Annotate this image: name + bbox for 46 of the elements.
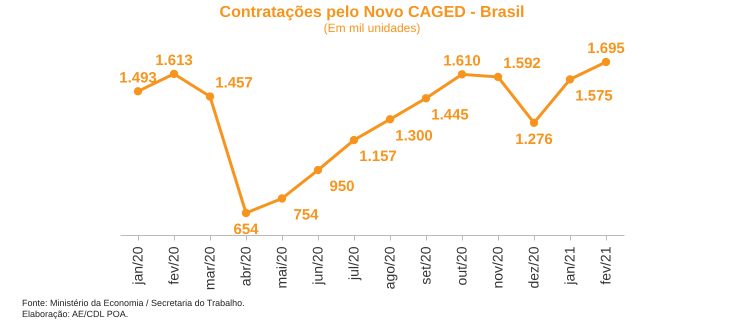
data-label: 1.695 (587, 40, 625, 57)
point (206, 92, 214, 101)
point (278, 194, 286, 203)
x-tick-label: mai/20 (274, 246, 290, 289)
chart-subtitle: (Em mil unidades) (324, 21, 420, 35)
data-label: 754 (293, 206, 320, 224)
text: Elaboração: AE/CDL POA. (22, 309, 130, 320)
data-label: 654 (233, 221, 260, 238)
x-tick-label: mar/20 (202, 246, 218, 290)
data-label: 1.493 (119, 69, 157, 86)
x-tick-label: abr/20 (238, 246, 254, 286)
data-label: 1.575 (575, 87, 613, 104)
x-tick-label: out/20 (454, 246, 470, 286)
data-label: 1.592 (503, 54, 541, 72)
data-label: 1.445 (431, 106, 469, 124)
point (602, 58, 610, 66)
chart-title: Contratações pelo Novo CAGED - Brasil (220, 4, 524, 21)
data-label: 1.613 (155, 52, 193, 69)
data-label: 1.610 (443, 52, 481, 70)
point (242, 208, 250, 218)
point (494, 72, 502, 82)
point (314, 166, 322, 174)
point (350, 136, 358, 144)
x-tick-label: nov/20 (490, 246, 506, 289)
point (458, 70, 466, 79)
data-label: 1.276 (515, 130, 553, 148)
x-tick-label: jun/20 (310, 246, 326, 286)
point (530, 118, 538, 127)
point (422, 94, 430, 102)
x-tick-label: ago/20 (382, 246, 398, 290)
point (566, 75, 574, 84)
x-tick-label: set/20 (418, 246, 434, 285)
x-tick-label: fev/21 (598, 246, 614, 285)
data-label: 1.457 (215, 74, 253, 92)
data-label: 1.300 (395, 127, 433, 144)
source-note: Fonte: Ministério da Economia / Secretaria do Trabalho. (22, 298, 245, 309)
x-tick-label: dez/20 (526, 246, 542, 289)
point (134, 87, 142, 96)
x-tick-label: jan/21 (562, 246, 578, 286)
point (170, 70, 178, 78)
x-tick-label: jan/20 (130, 246, 146, 286)
point (386, 115, 394, 124)
x-tick-label: jul/20 (346, 246, 362, 281)
x-tick-label: fev/20 (166, 246, 182, 285)
data-label: 1.157 (359, 148, 397, 166)
data-label: 950 (329, 178, 355, 196)
